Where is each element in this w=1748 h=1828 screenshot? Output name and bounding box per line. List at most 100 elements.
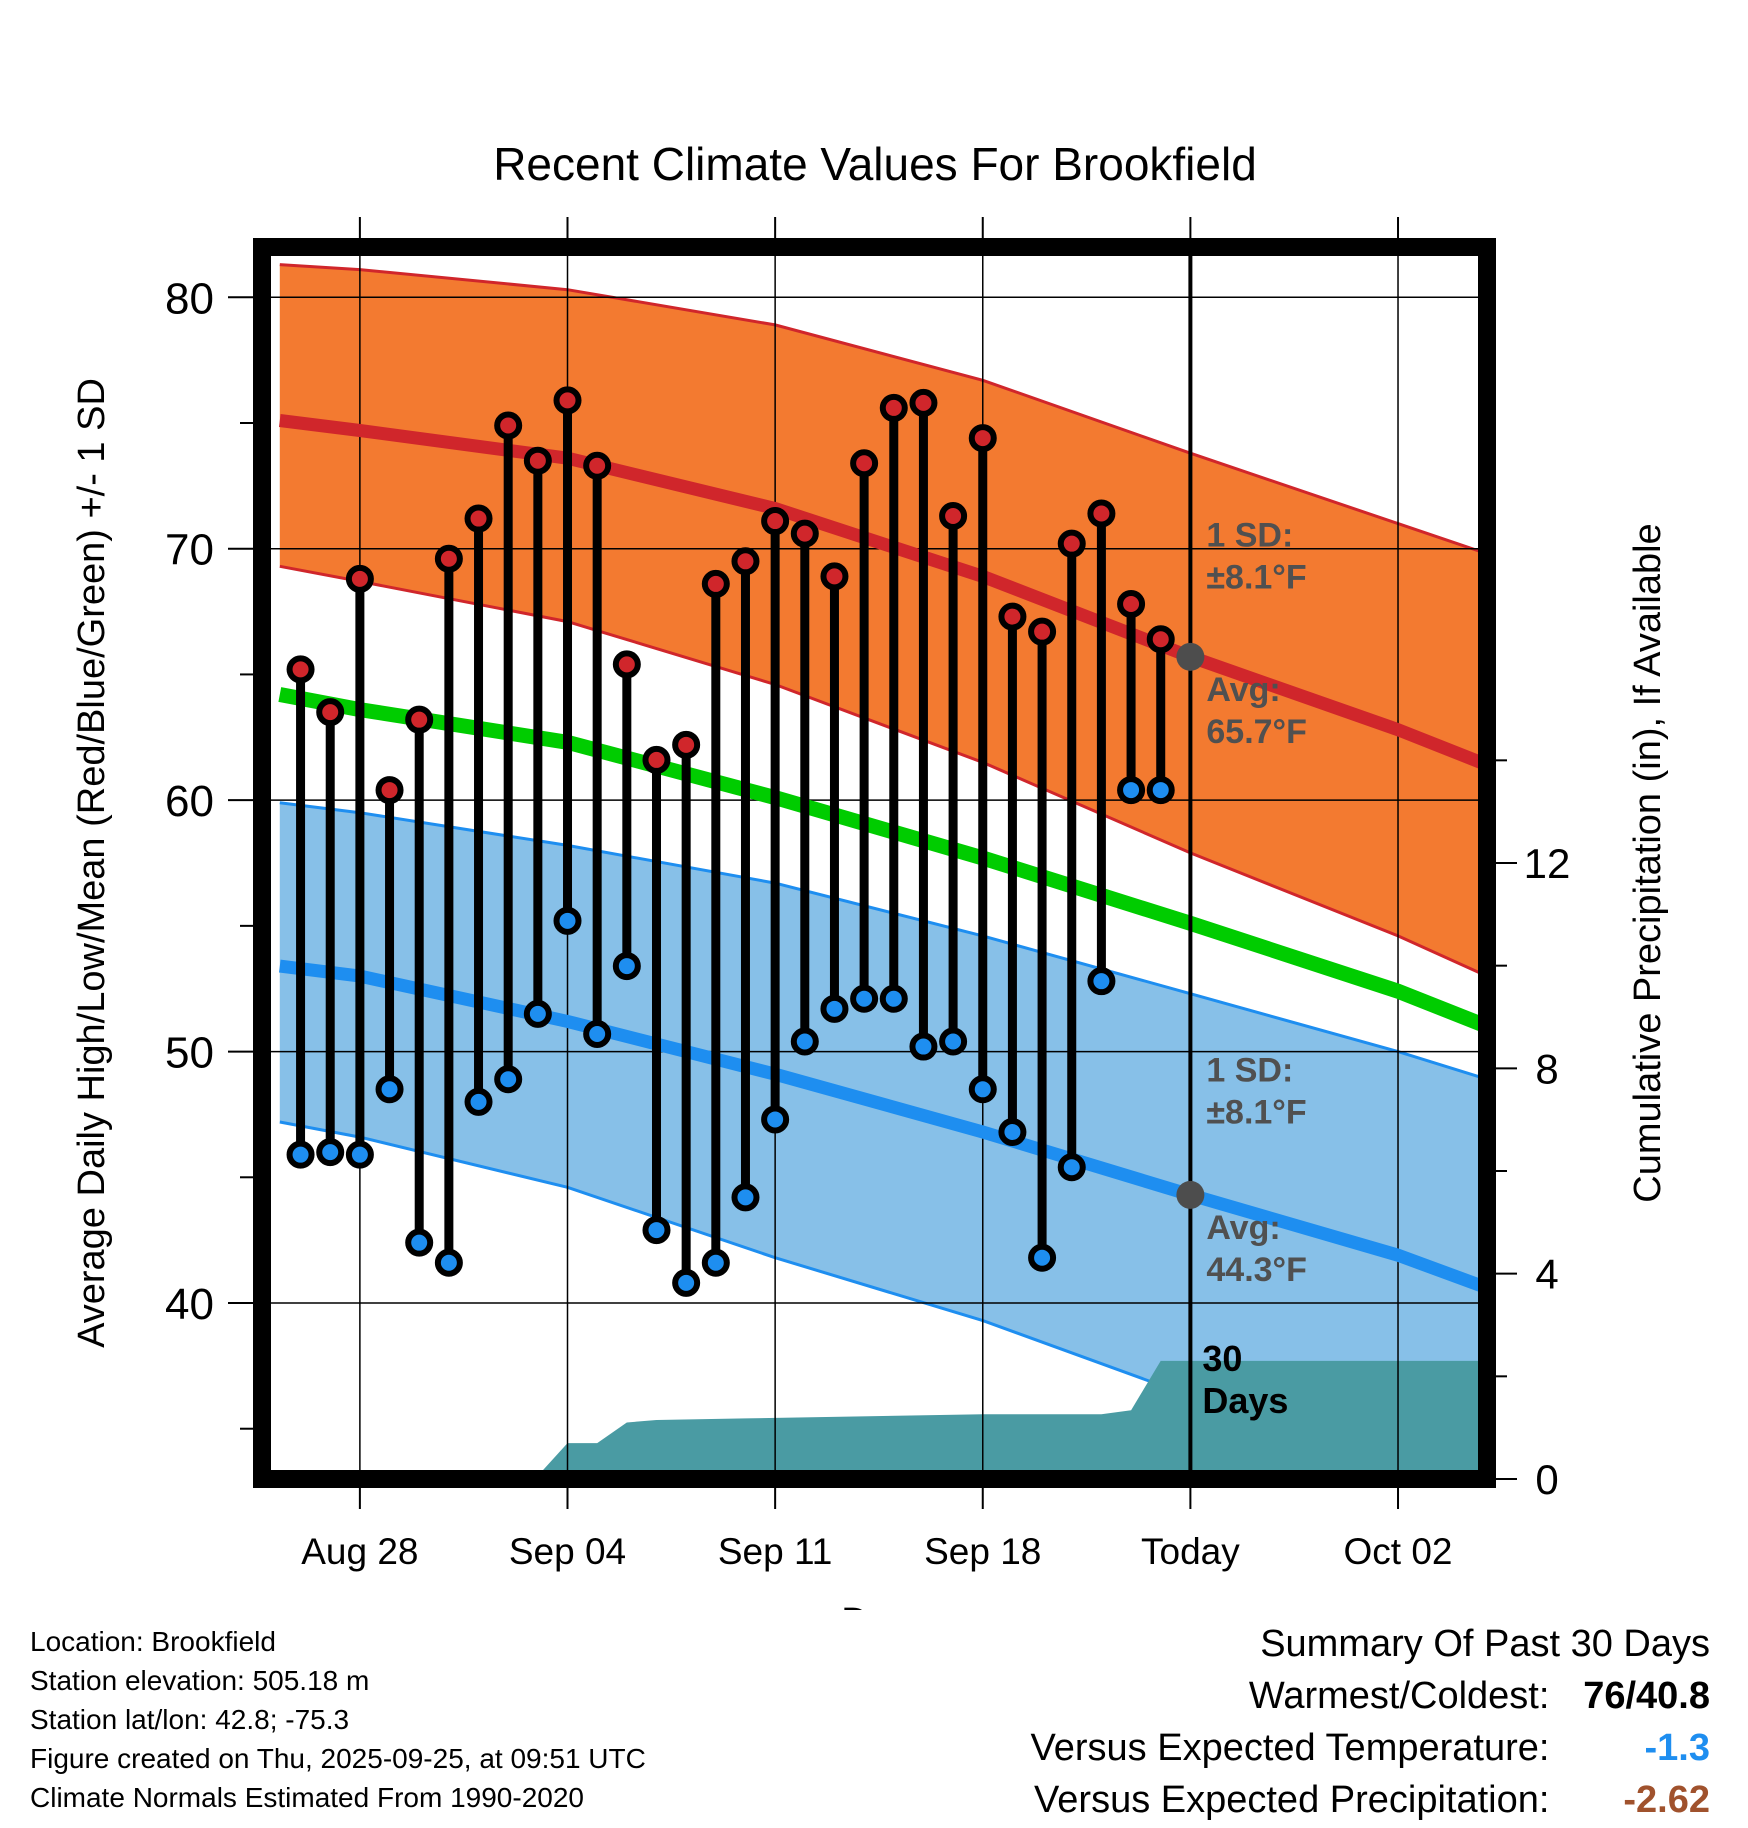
daily-high-point [405,705,434,734]
high-sd-label: 1 SD: [1206,517,1293,555]
daily-low-point [612,952,641,981]
y2-tick-label: 0 [1535,1456,1558,1503]
daily-low-point [494,1065,523,1094]
daily-low-point [968,1075,997,1104]
daily-low-point [464,1087,493,1116]
warmest-coldest-row: Warmest/Coldest: 76/40.8 [1031,1670,1710,1722]
daily-low-point [909,1032,938,1061]
x-tick-label: Today [1141,1531,1240,1572]
temp-departure-row: Versus Expected Temperature: -1.3 [1031,1722,1710,1774]
normals-text: Climate Normals Estimated From 1990-2020 [30,1782,584,1813]
daily-low-point [583,1019,612,1048]
x-axis-label: Day [841,1601,909,1610]
daily-low-point [434,1248,463,1277]
daily-low-point [672,1268,701,1297]
daily-high-point [1057,529,1086,558]
temp-departure-label: Versus Expected Temperature: [1030,1727,1550,1769]
x-tick-label: Sep 18 [924,1531,1041,1572]
y-axis-label: Average Daily High/Low/Mean (Red/Blue/Gr… [71,378,113,1348]
daily-high-point [701,569,730,598]
daily-high-point [464,504,493,533]
daily-low-point [1057,1153,1086,1182]
daily-high-point [612,650,641,679]
daily-high-point [434,544,463,573]
normal-high-line [278,414,1487,771]
daily-low-point [820,994,849,1023]
daily-low-point [879,984,908,1013]
y-tick-label: 70 [165,526,214,575]
y2-tick-label: 8 [1535,1045,1558,1092]
y-tick-label: 80 [165,274,214,323]
daily-high-point [850,449,879,478]
summary-panel: Summary Of Past 30 Days Warmest/Coldest:… [1031,1618,1710,1826]
daily-low-point [316,1138,345,1167]
daily-low-point [642,1216,671,1245]
daily-low-point [701,1248,730,1277]
high-sd-value: ±8.1°F [1206,559,1306,597]
daily-high-point [1087,499,1116,528]
precip-departure-value: -2.62 [1623,1779,1710,1821]
daily-high-point [523,446,552,475]
daily-low-point [523,999,552,1028]
daily-low-point [405,1228,434,1257]
daily-high-point [790,519,819,548]
daily-low-point [790,1027,819,1056]
daily-low-point [761,1105,790,1134]
precip-area [262,1360,1487,1479]
daily-high-point [375,776,404,805]
high-avg-value: 65.7°F [1206,713,1307,751]
x-tick-label: Sep 04 [509,1531,626,1572]
daily-high-point [761,507,790,536]
daily-high-point [1146,625,1175,654]
plot-area [262,247,1487,1479]
daily-low-point [939,1027,968,1056]
daily-low-point [998,1118,1027,1147]
x-tick-label: Oct 02 [1344,1531,1453,1572]
daily-high-point [286,655,315,684]
precip-departure-row: Versus Expected Precipitation: -2.62 [1031,1774,1710,1826]
normal-low-line [278,959,1487,1295]
daily-high-point [968,424,997,453]
daily-high-point [879,393,908,422]
daily-high-point [345,564,374,593]
precip-days-label: 30 [1202,1338,1242,1379]
high-sd-band [279,264,1487,977]
low-avg-value: 44.3°F [1206,1251,1307,1289]
daily-low-point [345,1140,374,1169]
daily-low-point [1028,1243,1057,1272]
high-avg-label: Avg: [1206,671,1280,709]
y2-tick-label: 4 [1535,1251,1558,1298]
daily-low-point [286,1140,315,1169]
daily-high-point [998,602,1027,631]
precip-days-unit: Days [1202,1380,1288,1421]
y-tick-label: 50 [165,1029,214,1078]
daily-low-point [375,1075,404,1104]
daily-high-point [642,745,671,774]
plot-frame [253,238,1496,1488]
daily-high-point [909,388,938,417]
station-info: Location: Brookfield Station elevation: … [30,1622,646,1817]
normal-mean-line [278,687,1487,1034]
daily-low-point [1087,967,1116,996]
high-lower-edge [279,564,1487,978]
daily-low-point [731,1183,760,1212]
y-tick-label: 40 [165,1280,214,1329]
warmest-coldest-value: 76/40.8 [1583,1675,1710,1717]
high-upper-edge [279,263,1487,556]
daily-high-point [316,698,345,727]
low-sd-band [279,802,1487,1479]
created-text: Figure created on Thu, 2025-09-25, at 09… [30,1743,646,1774]
warmest-coldest-label: Warmest/Coldest: [1248,1675,1550,1717]
summary-title: Summary Of Past 30 Days [1260,1623,1710,1665]
low-sd-value: ±8.1°F [1206,1094,1306,1132]
daily-high-point [1117,590,1146,619]
climate-chart: 1 SD: ±8.1°F Avg: 65.7°F 1 SD: ±8.1°F Avg: 44.3… [71,138,1669,1610]
daily-high-point [820,562,849,591]
low-sd-label: 1 SD: [1206,1052,1293,1090]
today-high-normal-point [1176,642,1205,671]
elevation-text: Station elevation: 505.18 m [30,1665,370,1696]
latlon-text: Station lat/lon: 42.8; -75.3 [30,1704,350,1735]
daily-high-point [583,451,612,480]
today-low-normal-point [1176,1180,1205,1209]
y-tick-label: 60 [165,777,214,826]
